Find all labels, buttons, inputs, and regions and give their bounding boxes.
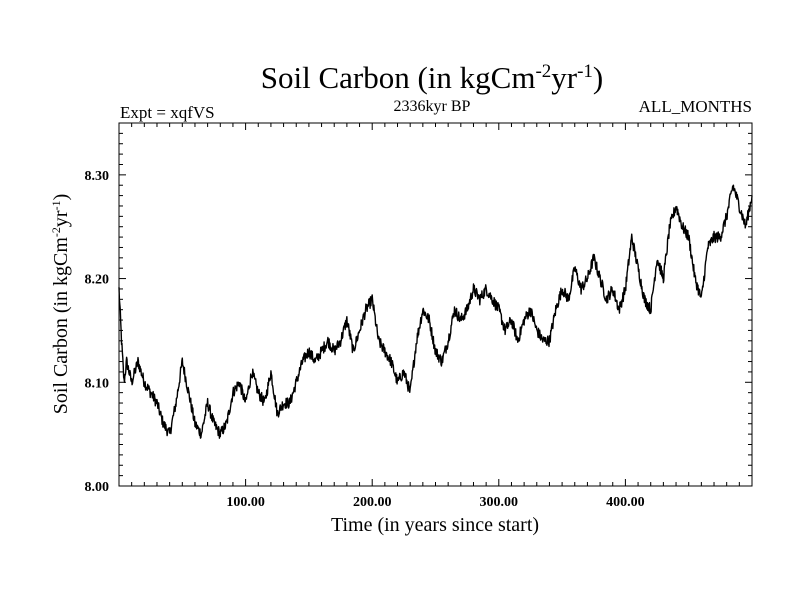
x-tick-label: 300.00 [480, 495, 519, 510]
months-label: ALL_MONTHS [639, 97, 752, 116]
x-axis-label: Time (in years since start) [331, 514, 539, 536]
chart-title: Soil Carbon (in kgCm-2yr-1) [261, 60, 604, 95]
y-axis-label: Soil Carbon (in kgCm-2yr-1) [49, 194, 72, 415]
soil-carbon-series-line [118, 184, 753, 439]
y-tick-label: 8.00 [85, 480, 110, 495]
x-tick-label: 200.00 [353, 495, 392, 510]
x-tick-label: 400.00 [606, 495, 645, 510]
y-tick-label: 8.10 [85, 376, 110, 391]
y-tick-label: 8.20 [85, 273, 110, 288]
y-tick-label: 8.30 [85, 169, 110, 184]
axis-ticks [119, 123, 752, 486]
axis-tick-labels: 100.00 200.00 300.00 400.00 8.00 8.10 8.20 8.30 [85, 169, 645, 510]
period-label: 2336kyr BP [394, 98, 471, 115]
experiment-label: Expt = xqfVS [120, 103, 215, 122]
x-tick-label: 100.00 [226, 495, 265, 510]
plot-frame [118, 122, 753, 487]
